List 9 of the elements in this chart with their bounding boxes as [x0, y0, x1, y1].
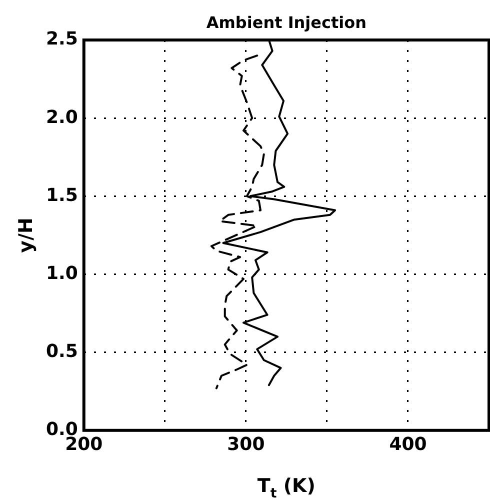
y-tick-label: 0.5 — [46, 340, 78, 362]
chart-title: Ambient Injection — [206, 13, 367, 32]
y-tick-label: 2.0 — [46, 106, 78, 128]
x-tick-label: 300 — [227, 434, 265, 455]
y-axis-title: y/H — [15, 218, 37, 253]
x-tick-label: 400 — [389, 434, 427, 455]
y-tick-label: 1.0 — [46, 262, 78, 284]
y-tick-label: 1.5 — [46, 184, 78, 206]
y-tick-label: 2.5 — [46, 28, 78, 50]
